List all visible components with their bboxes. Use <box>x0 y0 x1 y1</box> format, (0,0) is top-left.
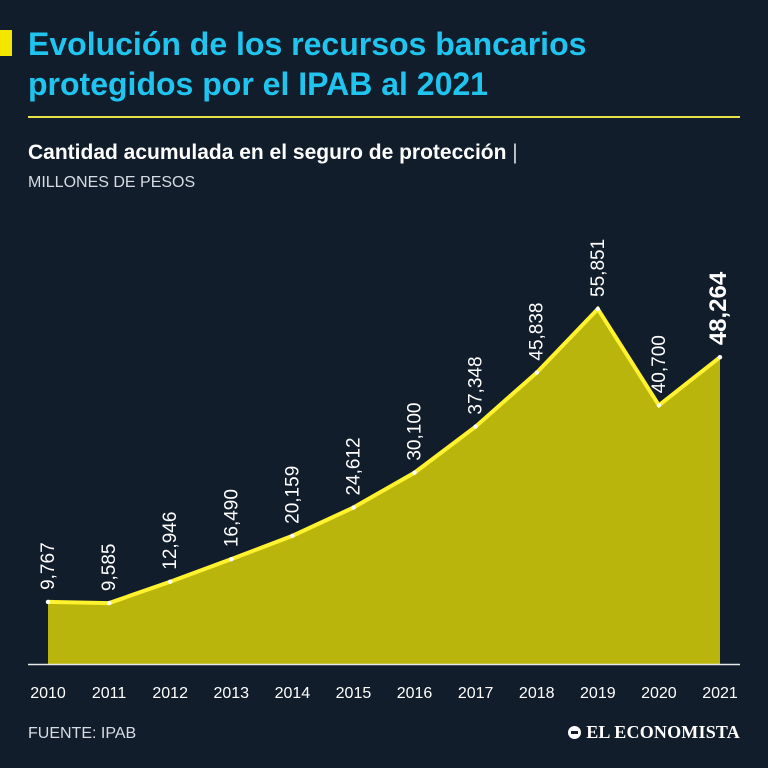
data-label: 30,100 <box>405 403 426 461</box>
brand-logo: EL ECONOMISTA <box>568 722 740 743</box>
data-label: 40,700 <box>649 335 670 393</box>
x-tick-label: 2020 <box>641 685 677 702</box>
data-label: 16,490 <box>221 489 242 547</box>
data-point <box>290 533 295 539</box>
subtitle-text: Cantidad acumulada en el seguro de prote… <box>28 141 507 164</box>
data-point <box>167 579 173 584</box>
data-label: 9,585 <box>99 544 120 592</box>
data-point <box>412 470 417 475</box>
x-tick-label: 2015 <box>336 685 372 702</box>
x-tick-label: 2011 <box>92 685 127 702</box>
x-tick-label: 2018 <box>519 685 555 702</box>
data-label: 37,348 <box>466 356 487 414</box>
brand-name: EL ECONOMISTA <box>586 722 740 742</box>
data-point <box>106 600 112 606</box>
data-label: 9,767 <box>38 542 59 590</box>
x-tick-label: 2014 <box>275 685 311 702</box>
x-tick-label: 2013 <box>213 685 249 702</box>
data-point <box>717 354 723 360</box>
data-point <box>473 424 478 429</box>
data-point <box>351 505 356 510</box>
chart-subtitle: Cantidad acumulada en el seguro de prote… <box>28 140 518 166</box>
title-divider <box>28 116 740 118</box>
x-tick-label: 2021 <box>702 685 738 702</box>
accent-bar <box>0 30 12 56</box>
x-tick-label: 2017 <box>458 685 494 702</box>
units-label: MILLONES DE PESOS <box>28 174 196 191</box>
data-label: 12,946 <box>160 512 181 570</box>
x-tick-label: 2019 <box>580 685 616 702</box>
series-line <box>47 305 722 606</box>
x-tick-label: 2016 <box>397 685 433 702</box>
data-label: 20,159 <box>282 466 303 524</box>
data-point <box>534 370 539 375</box>
subtitle-separator: | <box>512 141 518 164</box>
data-point <box>595 306 601 312</box>
area-fill <box>48 308 720 664</box>
data-label: 55,851 <box>588 239 609 297</box>
data-point <box>656 403 662 408</box>
data-point <box>45 599 51 605</box>
data-label: 24,612 <box>343 437 364 495</box>
brand-mark-icon <box>568 726 582 739</box>
chart-title: Evolución de los recursos bancarios prot… <box>28 26 587 102</box>
x-tick-label: 2012 <box>152 685 188 702</box>
data-label: 45,838 <box>527 302 548 360</box>
x-tick-label: 2010 <box>30 685 66 702</box>
data-label-highlight: 48,264 <box>705 271 732 345</box>
data-point <box>229 556 234 562</box>
source-note: FUENTE: IPAB <box>28 725 137 742</box>
